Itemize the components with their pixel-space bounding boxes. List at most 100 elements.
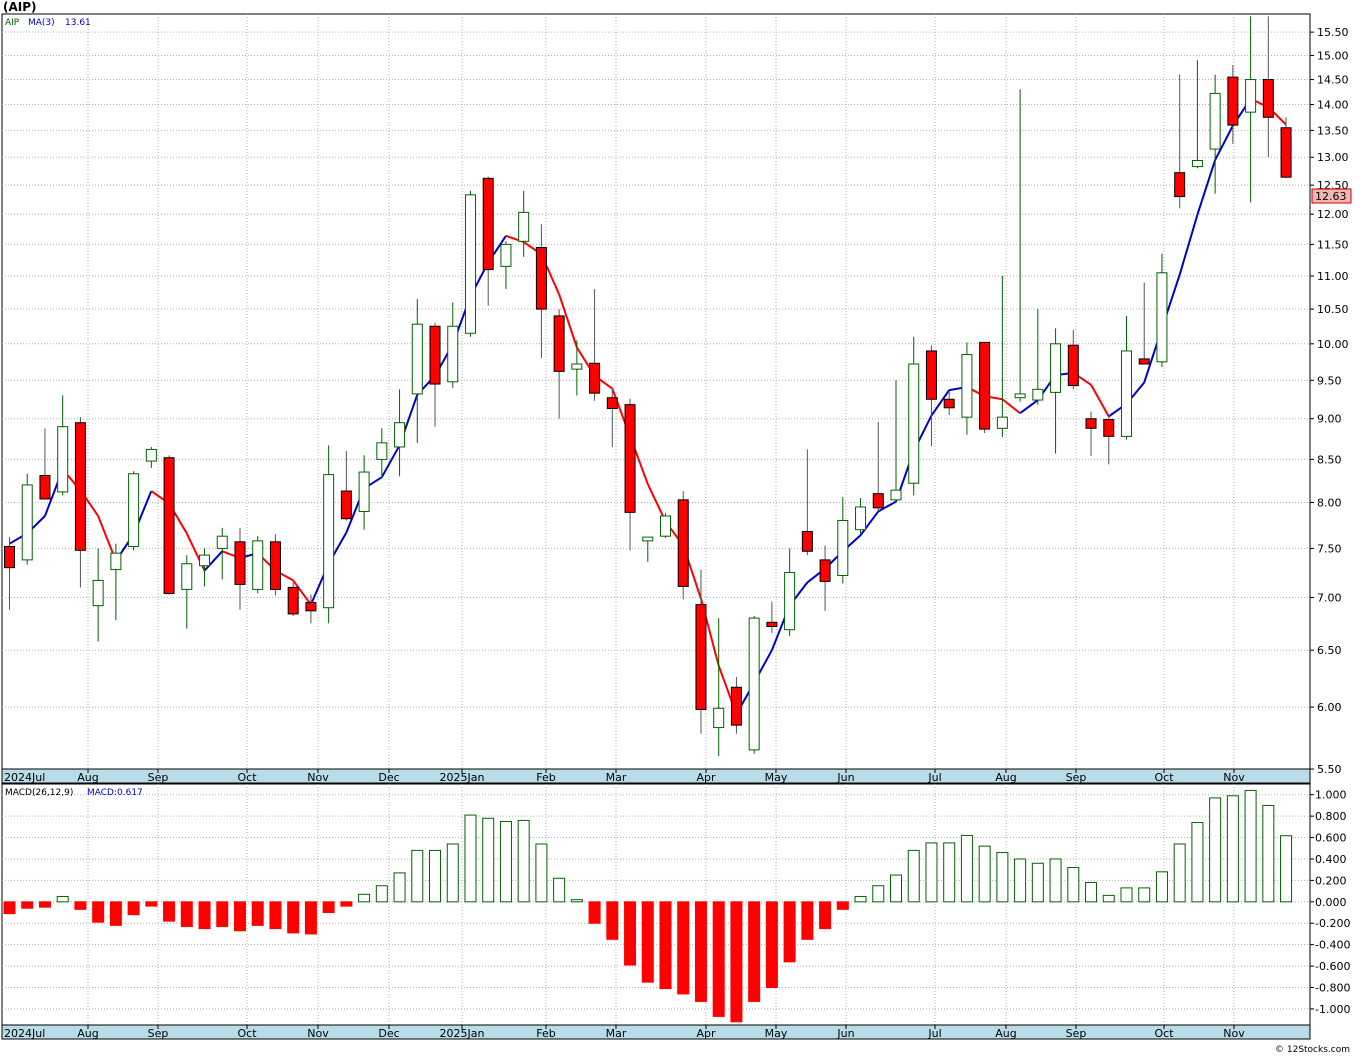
macd-bar [21, 901, 34, 909]
price-tick-label: 10.50 [1317, 303, 1349, 316]
macd-bar [375, 885, 388, 903]
candle-body [163, 457, 175, 594]
ma-segment [1019, 399, 1039, 415]
macd-bar [978, 845, 991, 903]
candle-body [961, 354, 973, 418]
ma-segment [558, 294, 578, 348]
macd-bar [251, 901, 264, 926]
date-label: Nov [307, 771, 329, 784]
last-price-label: 12.63 [1315, 190, 1347, 203]
candle [411, 299, 423, 443]
macd-bar [553, 877, 566, 903]
price-tick-label: 11.00 [1317, 270, 1349, 283]
candle-body [21, 484, 33, 561]
date-band-top [1, 768, 1311, 784]
candle-body [376, 442, 388, 460]
ma-segment [646, 483, 667, 522]
macd-grid [2, 784, 1310, 1025]
candle [323, 445, 335, 624]
price-tick-label: 6.00 [1317, 701, 1342, 714]
candle-body [110, 552, 122, 571]
candle [1120, 315, 1132, 440]
macd-legend-params: MACD(26,12,9) [5, 788, 73, 798]
candle [1227, 64, 1239, 144]
macd-bar [358, 893, 371, 903]
macd-bar [1226, 795, 1239, 903]
candle-body [677, 499, 689, 587]
macd-bar [960, 834, 973, 903]
price-tick-label: 6.50 [1317, 644, 1342, 657]
candle [784, 548, 796, 637]
macd-bar [606, 901, 619, 940]
candle-body [394, 422, 406, 448]
candle [748, 616, 760, 754]
macd-tick-label: 0.000 [1315, 896, 1347, 909]
candle-body [1174, 172, 1186, 198]
macd-bar [1191, 822, 1204, 903]
macd-bar [730, 901, 743, 1023]
date-label: Jun [836, 1027, 854, 1040]
macd-bar [943, 842, 956, 903]
price-tick-label: 7.00 [1317, 591, 1342, 604]
date-label: May [765, 1027, 788, 1040]
ma-segment [380, 444, 401, 478]
date-label: Dec [378, 771, 399, 784]
candle [979, 341, 991, 434]
macd-bar [1155, 871, 1168, 903]
candle [1280, 117, 1292, 178]
macd-bar [925, 842, 938, 903]
date-label: Oct [237, 771, 257, 784]
candle [730, 676, 742, 734]
candle [252, 536, 264, 594]
macd-tick-label: 0.800 [1315, 810, 1347, 823]
macd-bar [1049, 858, 1062, 903]
macd-bar [1280, 835, 1293, 903]
candle [606, 389, 618, 447]
date-label: Feb [536, 1027, 555, 1040]
macd-bar [890, 874, 902, 903]
price-tick-label: 12.00 [1317, 208, 1349, 221]
macd-bar [340, 901, 353, 907]
candle [429, 322, 441, 427]
candle [394, 389, 406, 477]
macd-bar [907, 849, 920, 903]
date-label: Jul [927, 771, 941, 784]
candle [39, 428, 51, 500]
macd-bar [535, 843, 548, 903]
macd-bar [836, 901, 849, 910]
date-label: Mar [606, 1027, 627, 1040]
macd-bar [233, 901, 246, 932]
macd-bar [996, 852, 1009, 903]
candle-body [482, 177, 494, 271]
candle [766, 601, 778, 633]
candle [695, 569, 707, 734]
ma-segment [1178, 214, 1199, 276]
macd-legend-value: MACD:0.617 [87, 788, 143, 798]
date-label: 2024Jul [4, 1027, 45, 1040]
date-label: Oct [1154, 771, 1174, 784]
candle [145, 446, 157, 468]
candle [305, 594, 317, 624]
date-label: Aug [995, 771, 1016, 784]
candle-body [837, 520, 849, 576]
copyright: © 12Stocks.com [1275, 1045, 1350, 1055]
ma-segment [1001, 398, 1021, 415]
macd-bar [216, 901, 229, 927]
price-panel [1, 13, 1311, 770]
date-label: 2025Jan [440, 1027, 485, 1040]
macd-bar [411, 849, 424, 903]
candle-body [1067, 344, 1079, 387]
candle-body [730, 686, 742, 726]
macd-axis: 1.000 0.800 0.600 0.400 0.200 0.000 -0.200 -0.4… [1310, 789, 1350, 1016]
candle-body [447, 325, 459, 383]
candle-body [766, 621, 778, 628]
candle-body [4, 546, 15, 569]
macd-bar [570, 899, 583, 903]
candle-body [181, 563, 193, 590]
candle [57, 395, 69, 496]
date-label: Aug [77, 771, 98, 784]
candle-body [74, 422, 86, 551]
candle-body [748, 617, 760, 751]
ma-segment [930, 389, 951, 417]
